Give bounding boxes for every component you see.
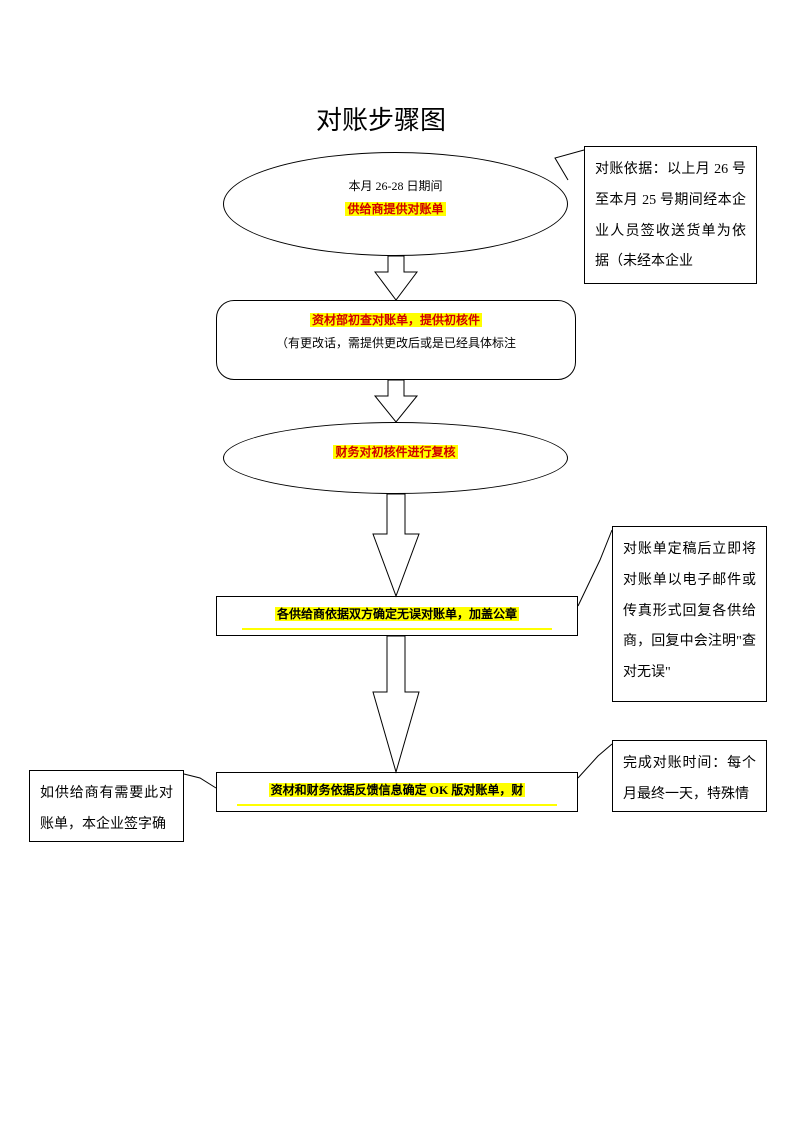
node1-line2: 供给商提供对账单 — [345, 202, 445, 216]
node3-line1: 财务对初核件进行复核 — [333, 445, 457, 459]
sidenote-supplier-need-text: 如供给商有需要此对账单，本企业签字确 — [40, 786, 173, 832]
connector-sidenote-deadline — [578, 744, 612, 778]
node4-line1: 各供给商依据双方确定无误对账单，加盖公章 — [275, 607, 519, 621]
sidenote-supplier-need: 如供给商有需要此对账单，本企业签字确 — [29, 770, 184, 842]
node1-line1: 本月 26-28 日期间 — [349, 179, 443, 193]
node-materials-dept-review: 资材部初查对账单，提供初核件 （有更改话，需提供更改后或是已经具体标注 — [216, 300, 576, 380]
connector-sidenote-reply — [578, 530, 612, 606]
connector-sidenote-supplier-need — [184, 774, 216, 788]
node-supplier-stamp: 各供给商依据双方确定无误对账单，加盖公章 — [216, 596, 578, 636]
arrow-2 — [375, 380, 417, 422]
sidenote-deadline: 完成对账时间：每个月最终一天，特殊情 — [612, 740, 767, 812]
sidenote-deadline-text: 完成对账时间：每个月最终一天，特殊情 — [623, 756, 756, 802]
node-supplier-provides: 本月 26-28 日期间 供给商提供对账单 — [223, 152, 568, 256]
arrow-3 — [373, 494, 419, 596]
sidenote-reply: 对账单定稿后立即将对账单以电子邮件或传真形式回复各供给商，回复中会注明"查对无误… — [612, 526, 767, 702]
node2-line1: 资材部初查对账单，提供初核件 — [310, 313, 482, 327]
node-finance-recheck: 财务对初核件进行复核 — [223, 422, 568, 494]
arrow-4 — [373, 636, 419, 772]
node5-line1: 资材和财务依据反馈信息确定 OK 版对账单，财 — [269, 783, 526, 797]
arrow-1 — [375, 256, 417, 300]
node-finance-confirm-ok: 资材和财务依据反馈信息确定 OK 版对账单，财 — [216, 772, 578, 812]
node2-line2: （有更改话，需提供更改后或是已经具体标注 — [276, 336, 516, 350]
page-title: 对账步骤图 — [316, 100, 446, 137]
sidenote-basis: 对账依据：以上月 26 号至本月 25 号期间经本企业人员签收送货单为依据（未经… — [584, 146, 757, 284]
sidenote-basis-text: 对账依据：以上月 26 号至本月 25 号期间经本企业人员签收送货单为依据（未经… — [595, 162, 746, 269]
sidenote-reply-text: 对账单定稿后立即将对账单以电子邮件或传真形式回复各供给商，回复中会注明"查对无误… — [623, 542, 756, 680]
